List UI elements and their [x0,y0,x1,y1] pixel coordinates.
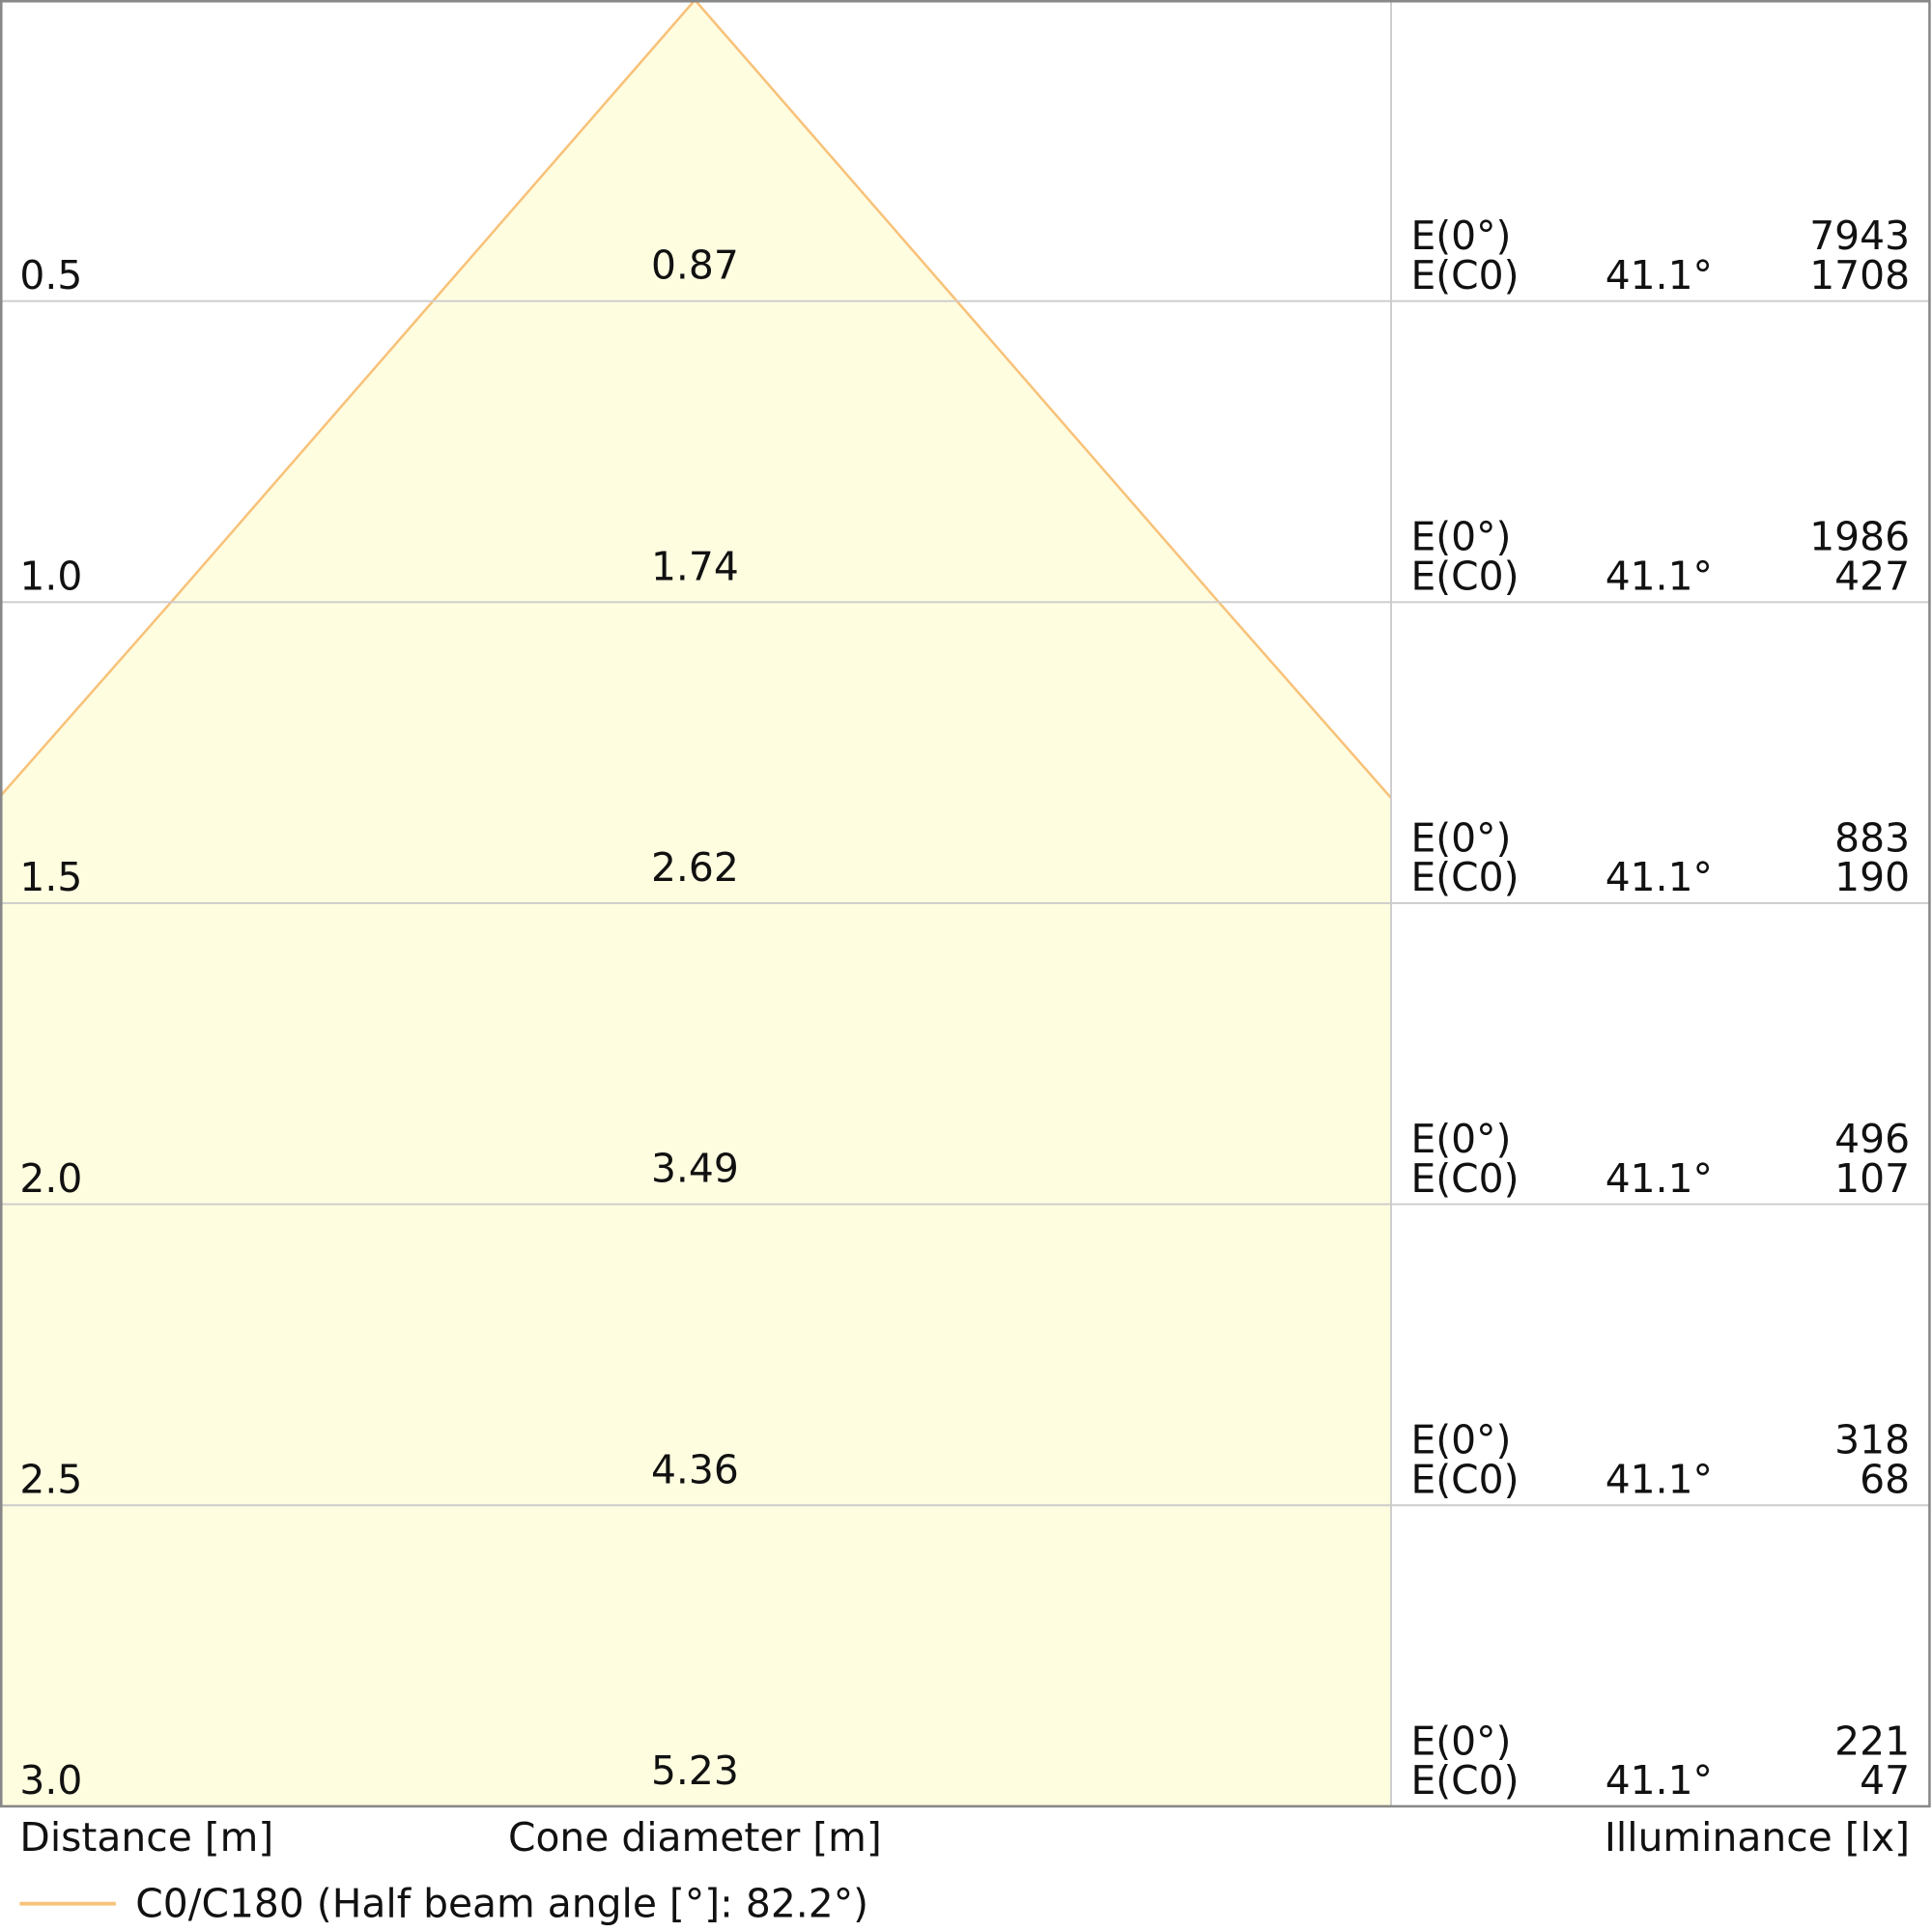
e0-label: E(0°) [1410,514,1511,560]
e0-value: 318 [1834,1417,1910,1463]
e0-value: 221 [1834,1718,1910,1764]
diameter-value: 0.87 [651,242,739,289]
e0-value: 496 [1834,1116,1910,1162]
distance-tick-label: 3.0 [19,1757,82,1804]
ec0-value: 1708 [1809,252,1910,298]
ec0-label: E(C0) [1410,1757,1519,1804]
diameter-value: 4.36 [651,1446,739,1492]
diameter-label: Cone diameter [m] [508,1814,882,1861]
e0-label: E(0°) [1410,213,1511,259]
e0-value: 7943 [1809,213,1910,259]
diameter-value: 3.49 [651,1146,739,1192]
ec0-label: E(C0) [1410,252,1519,298]
frame [0,0,1931,1808]
diameter-value: 2.62 [651,844,739,891]
illuminance-label: Illuminance [lx] [1605,1814,1910,1861]
distance-tick-label: 2.5 [19,1456,82,1502]
distance-label: Distance [m] [19,1814,273,1861]
ec0-label: E(C0) [1410,1456,1519,1502]
ec0-value: 190 [1834,854,1910,900]
e0-value: 883 [1834,814,1910,861]
ec0-value: 107 [1834,1155,1910,1202]
ec0-label: E(C0) [1410,854,1519,900]
e0-label: E(0°) [1410,1417,1511,1463]
half-angle: 41.1° [1605,1456,1713,1502]
half-angle: 41.1° [1605,1155,1713,1202]
ec0-value: 47 [1860,1757,1910,1804]
ec0-label: E(C0) [1410,554,1519,600]
diameter-value: 5.23 [651,1747,739,1794]
ec0-label: E(C0) [1410,1155,1519,1202]
half-angle: 41.1° [1605,252,1713,298]
distance-tick-label: 2.0 [19,1155,82,1202]
distance-tick-label: 1.0 [19,554,82,600]
e0-label: E(0°) [1410,814,1511,861]
diameter-value: 1.74 [651,543,739,589]
legend-label: C0/C180 (Half beam angle [°]: 82.2°) [135,1881,868,1927]
ec0-value: 68 [1860,1456,1910,1502]
half-angle: 41.1° [1605,854,1713,900]
e0-label: E(0°) [1410,1116,1511,1162]
distance-tick-label: 1.5 [19,854,82,900]
distance-tick-label: 0.5 [19,252,82,298]
e0-label: E(0°) [1410,1718,1511,1764]
ec0-value: 427 [1834,554,1910,600]
e0-value: 1986 [1809,514,1910,560]
half-angle: 41.1° [1605,554,1713,600]
half-angle: 41.1° [1605,1757,1713,1804]
